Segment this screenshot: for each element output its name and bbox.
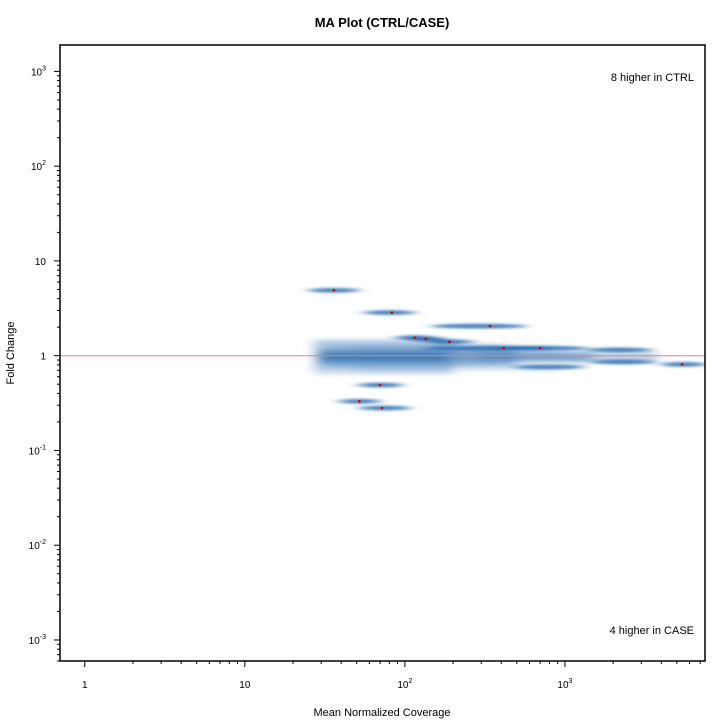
highlighted-point: [380, 406, 384, 410]
density-streak: [336, 364, 531, 367]
y-tick-label: 10-3: [29, 634, 46, 647]
x-axis-label: Mean Normalized Coverage: [314, 707, 451, 719]
y-tick-label: 103: [31, 65, 46, 78]
density-blob: [590, 359, 655, 365]
density-streak: [344, 356, 581, 359]
density-blob: [363, 310, 415, 315]
density-streak: [323, 362, 513, 365]
highlighted-point: [502, 346, 506, 350]
highlighted-point: [680, 363, 684, 366]
y-tick-label: 10: [35, 257, 47, 268]
highlighted-point: [378, 383, 382, 387]
annotation-higher-in-ctrl: 8 higher in CTRL: [611, 72, 694, 84]
highlighted-point: [538, 346, 542, 350]
density-blob: [514, 364, 585, 370]
highlighted-point: [358, 400, 361, 403]
density-streak: [313, 341, 482, 344]
density-layer: [308, 287, 705, 411]
highlighted-point: [424, 337, 428, 341]
density-band: [313, 339, 658, 374]
annotation-higher-in-case: 4 higher in CASE: [610, 625, 694, 637]
plot-frame: [59, 44, 706, 662]
y-tick-label: 102: [31, 160, 46, 173]
highlighted-point: [332, 288, 336, 292]
y-tick-label: 10-2: [29, 539, 46, 552]
highlighted-points: [332, 288, 684, 410]
y-tick-label: 10-1: [29, 444, 46, 457]
highlighted-point: [448, 340, 451, 344]
density-streak: [318, 352, 564, 354]
y-axis-label: Fold Change: [5, 322, 17, 385]
x-tick-label: 103: [557, 678, 572, 691]
y-tick-label: 1: [40, 352, 46, 363]
density-streak: [326, 343, 508, 346]
x-axis: 1 10 102 103: [82, 661, 701, 691]
density-blob: [430, 323, 527, 329]
density-blob: [587, 347, 652, 353]
highlighted-point: [413, 336, 416, 339]
highlighted-point: [488, 324, 492, 328]
x-tick-label: 102: [397, 678, 412, 691]
density-streak: [339, 345, 527, 348]
density-streak: [349, 366, 545, 369]
density-streak: [370, 360, 489, 363]
x-tick-label: 1: [82, 680, 88, 691]
highlighted-point: [390, 311, 394, 314]
x-tick-label: 10: [239, 680, 251, 691]
density-blob: [359, 405, 411, 411]
y-axis: 10-3 10-2 10-1 1 10 102 103: [29, 65, 60, 662]
density-streak: [357, 358, 589, 361]
density-streak: [362, 368, 557, 371]
density-streak: [365, 350, 554, 352]
chart-title: MA Plot (CTRL/CASE): [315, 15, 450, 30]
